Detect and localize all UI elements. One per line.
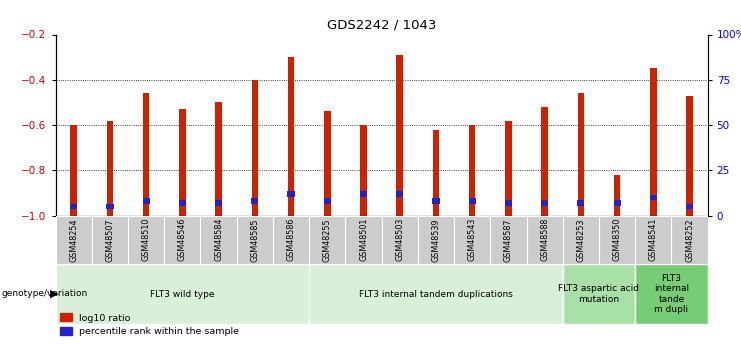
Bar (562, 216, 599, 264)
Bar (70, 125, 77, 216)
Bar (468, 198, 476, 204)
Bar (106, 204, 113, 209)
Bar (527, 216, 562, 264)
Bar (215, 200, 222, 206)
Text: FLT3
internal
tande
m dupli: FLT3 internal tande m dupli (654, 274, 689, 314)
Text: GSM48541: GSM48541 (649, 218, 658, 262)
Bar (614, 175, 620, 216)
Bar (360, 191, 367, 197)
Bar (562, 264, 635, 324)
Text: ▶: ▶ (50, 289, 59, 299)
Bar (360, 125, 367, 216)
Text: GSM48255: GSM48255 (323, 218, 332, 262)
Bar (577, 200, 585, 206)
Bar (614, 200, 621, 206)
Bar (128, 216, 165, 264)
Text: GSM48252: GSM48252 (685, 218, 694, 262)
Text: FLT3 aspartic acid
mutation: FLT3 aspartic acid mutation (559, 284, 639, 304)
Text: GSM48253: GSM48253 (576, 218, 585, 262)
Bar (650, 195, 657, 200)
Bar (201, 216, 236, 264)
Bar (251, 198, 259, 204)
Bar (179, 109, 186, 216)
Bar (273, 216, 309, 264)
Bar (345, 216, 382, 264)
Bar (236, 216, 273, 264)
Bar (92, 216, 128, 264)
Bar (505, 120, 512, 216)
Bar (382, 216, 418, 264)
Text: GSM48584: GSM48584 (214, 218, 223, 262)
Bar (324, 111, 330, 216)
Bar (107, 120, 113, 216)
Text: GSM48586: GSM48586 (287, 218, 296, 262)
Text: GSM48588: GSM48588 (540, 218, 549, 262)
Bar (309, 264, 562, 324)
Bar (686, 96, 693, 216)
Bar (165, 216, 201, 264)
Bar (686, 204, 693, 209)
Bar (577, 93, 584, 216)
Text: GSM48503: GSM48503 (395, 218, 405, 262)
Bar (396, 191, 403, 197)
Bar (635, 216, 671, 264)
Bar (432, 198, 439, 204)
Text: GSM48507: GSM48507 (105, 218, 114, 262)
Bar (469, 125, 476, 216)
Text: GSM48543: GSM48543 (468, 218, 476, 262)
Bar (671, 216, 708, 264)
Bar (542, 107, 548, 216)
Bar (396, 55, 403, 216)
Bar (142, 198, 150, 204)
Bar (650, 68, 657, 216)
Text: GSM48585: GSM48585 (250, 218, 259, 262)
Bar (454, 216, 491, 264)
Bar (288, 57, 294, 216)
Bar (635, 264, 708, 324)
Bar (324, 198, 331, 204)
Bar (505, 200, 512, 206)
Title: GDS2242 / 1043: GDS2242 / 1043 (327, 19, 436, 32)
Text: GSM48539: GSM48539 (431, 218, 440, 262)
Text: GSM48501: GSM48501 (359, 218, 368, 262)
Bar (309, 216, 345, 264)
Text: GSM48350: GSM48350 (613, 218, 622, 262)
Bar (56, 264, 309, 324)
Bar (179, 200, 186, 206)
Bar (541, 200, 548, 206)
Bar (288, 191, 295, 197)
Text: GSM48510: GSM48510 (142, 218, 150, 262)
Text: GSM48546: GSM48546 (178, 218, 187, 262)
Bar (216, 102, 222, 216)
Bar (251, 80, 258, 216)
Text: genotype/variation: genotype/variation (1, 289, 87, 298)
Bar (599, 216, 635, 264)
Bar (143, 93, 150, 216)
Text: FLT3 internal tandem duplications: FLT3 internal tandem duplications (359, 289, 513, 299)
Bar (418, 216, 454, 264)
Text: FLT3 wild type: FLT3 wild type (150, 289, 215, 299)
Legend: log10 ratio, percentile rank within the sample: log10 ratio, percentile rank within the … (56, 310, 243, 340)
Text: GSM48254: GSM48254 (69, 218, 79, 262)
Bar (491, 216, 527, 264)
Bar (433, 130, 439, 216)
Text: GSM48587: GSM48587 (504, 218, 513, 262)
Bar (70, 204, 77, 209)
Bar (56, 216, 92, 264)
